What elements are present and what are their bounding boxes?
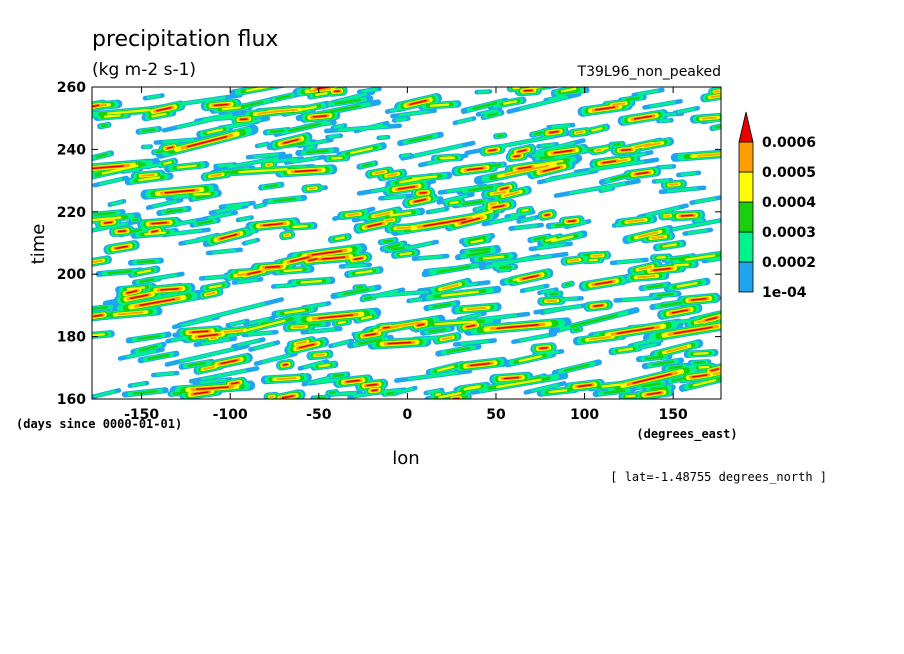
x-tick-label: 50 [486, 407, 506, 423]
y-tick-label: 240 [57, 142, 86, 158]
y-tick-label: 220 [57, 205, 86, 221]
colorbar-swatch [738, 261, 754, 293]
colorbar-label: 0.0004 [762, 195, 816, 211]
colorbar-swatch [738, 171, 754, 203]
y-axis-label: time [28, 224, 49, 265]
colorbar-swatch [738, 231, 754, 263]
x-axis-units: (degrees_east) [636, 427, 737, 442]
run-label: T39L96_non_peaked [577, 64, 721, 80]
y-tick-label: 160 [57, 392, 86, 408]
y-axis-units: (days since 0000-01-01) [16, 417, 182, 431]
colorbar-swatch [738, 141, 754, 173]
x-tick-label: 100 [570, 407, 599, 423]
x-tick-label: -150 [124, 407, 159, 423]
y-tick-label: 200 [57, 267, 86, 283]
x-tick-label: 0 [403, 407, 413, 423]
contour-level-0 [92, 87, 721, 399]
colorbar: 1e-04 0.0002 0.0003 0.0004 0.0005 0.0006 [738, 111, 816, 301]
colorbar-label: 0.0006 [762, 135, 816, 151]
plot-frame [91, 86, 722, 400]
y-tick-label: 180 [57, 330, 86, 346]
latitude-annotation: [ lat=-1.48755 degrees_north ] [610, 470, 827, 484]
colorbar-label: 1e-04 [762, 285, 807, 301]
colorbar-label: 0.0003 [762, 225, 816, 241]
contour-level-5 [92, 87, 720, 399]
x-axis-label: lon [392, 448, 419, 469]
y-axis-ticks: 160 180 200 220 240 260 [57, 80, 721, 408]
chart-units: (kg m-2 s-1) [92, 60, 196, 80]
y-tick-label: 260 [57, 80, 86, 96]
colorbar-extend-arrow [738, 111, 754, 143]
chart-title: precipitation flux [92, 27, 278, 52]
colorbar-label: 0.0002 [762, 255, 816, 271]
x-tick-label: -100 [213, 407, 248, 423]
x-tick-label: 150 [659, 407, 688, 423]
colorbar-swatch [738, 201, 754, 233]
precipitation-field [92, 87, 721, 399]
x-tick-label: -50 [306, 407, 332, 423]
colorbar-label: 0.0005 [762, 165, 816, 181]
x-axis-ticks: -150 -100 -50 0 50 100 150 [124, 87, 688, 423]
